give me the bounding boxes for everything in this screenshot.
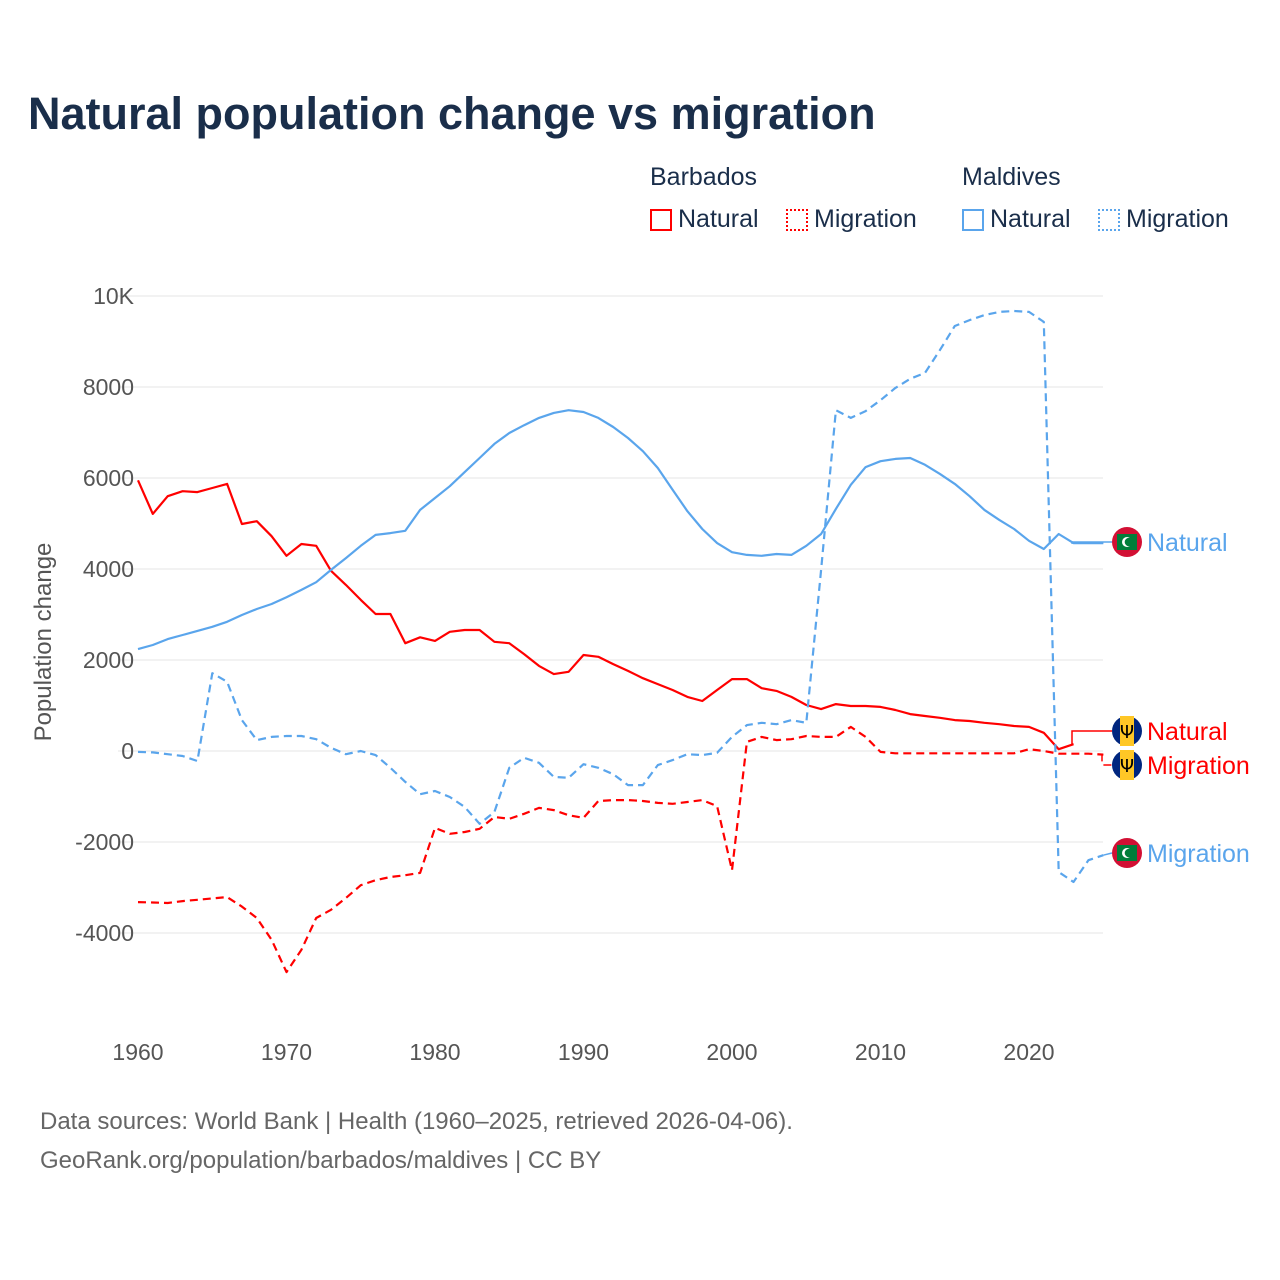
series-line-maldives-natural <box>137 409 1104 651</box>
x-tick-label: 1990 <box>558 1039 609 1065</box>
series-end-label: Migration <box>1147 840 1250 868</box>
series-end-label: Natural <box>1147 718 1228 746</box>
crescent-cut <box>1124 848 1134 858</box>
label-connector <box>1101 753 1112 766</box>
x-tick-label: 2000 <box>706 1039 757 1065</box>
y-tick-label: 10K <box>93 283 135 309</box>
x-tick-label: 1960 <box>112 1039 163 1065</box>
barbados-flag-icon: Ψ <box>1112 716 1142 746</box>
series-end-label: Natural <box>1147 529 1228 557</box>
legend-group-barbados: Barbados <box>650 163 758 191</box>
barbados-flag-icon: Ψ <box>1112 750 1142 780</box>
series-line-maldives-migration <box>137 309 1104 884</box>
y-tick-label: 4000 <box>83 556 134 582</box>
maldives-flag-icon <box>1112 838 1142 868</box>
legend-swatch-dotted <box>1098 208 1120 231</box>
footer-sources: Data sources: World Bank | Health (1960–… <box>40 1108 793 1135</box>
legend-label: Natural <box>678 205 759 233</box>
legend-label: Migration <box>814 205 917 233</box>
y-tick-label: -2000 <box>75 829 134 855</box>
y-tick-label: 8000 <box>83 374 134 400</box>
maldives-flag-icon <box>1112 527 1142 557</box>
label-connector <box>1103 852 1113 856</box>
y-tick-label: -4000 <box>75 920 134 946</box>
x-tick-label: 1970 <box>261 1039 312 1065</box>
series-line-barbados-natural <box>136 479 1074 751</box>
legend-swatch-solid <box>962 208 984 231</box>
trident-icon: Ψ <box>1120 722 1134 743</box>
crescent-cut <box>1124 537 1134 547</box>
flag-stripe <box>1120 716 1134 746</box>
chart-title: Natural population change vs migration <box>28 88 876 139</box>
y-tick-label: 0 <box>121 738 134 764</box>
label-connector <box>1071 541 1112 544</box>
series-end-label: Migration <box>1147 752 1250 780</box>
footer-link[interactable]: GeoRank.org/population/barbados/maldives… <box>40 1147 602 1174</box>
legend-item-maldives-natural[interactable]: Natural <box>962 205 1071 234</box>
x-tick-label: 1980 <box>409 1039 460 1065</box>
legend-item-barbados-natural[interactable]: Natural <box>650 205 759 234</box>
legend-swatch-dotted <box>786 208 808 231</box>
legend-group-maldives: Maldives <box>962 163 1061 191</box>
label-connector <box>1071 730 1112 745</box>
legend-swatch-solid <box>650 208 672 231</box>
legend-label: Migration <box>1126 205 1229 233</box>
x-tick-label: 2010 <box>855 1039 906 1065</box>
legend-label: Natural <box>990 205 1071 233</box>
flag-stripe <box>1120 750 1134 780</box>
x-tick-label: 2020 <box>1003 1039 1054 1065</box>
y-tick-label: 6000 <box>83 465 134 491</box>
legend-item-barbados-migration[interactable]: Migration <box>786 205 917 234</box>
y-axis-label: Population change <box>30 543 57 742</box>
legend-item-maldives-migration[interactable]: Migration <box>1098 205 1229 234</box>
y-tick-label: 2000 <box>83 647 134 673</box>
trident-icon: Ψ <box>1120 756 1134 777</box>
series-line-barbados-migration <box>137 725 1104 974</box>
